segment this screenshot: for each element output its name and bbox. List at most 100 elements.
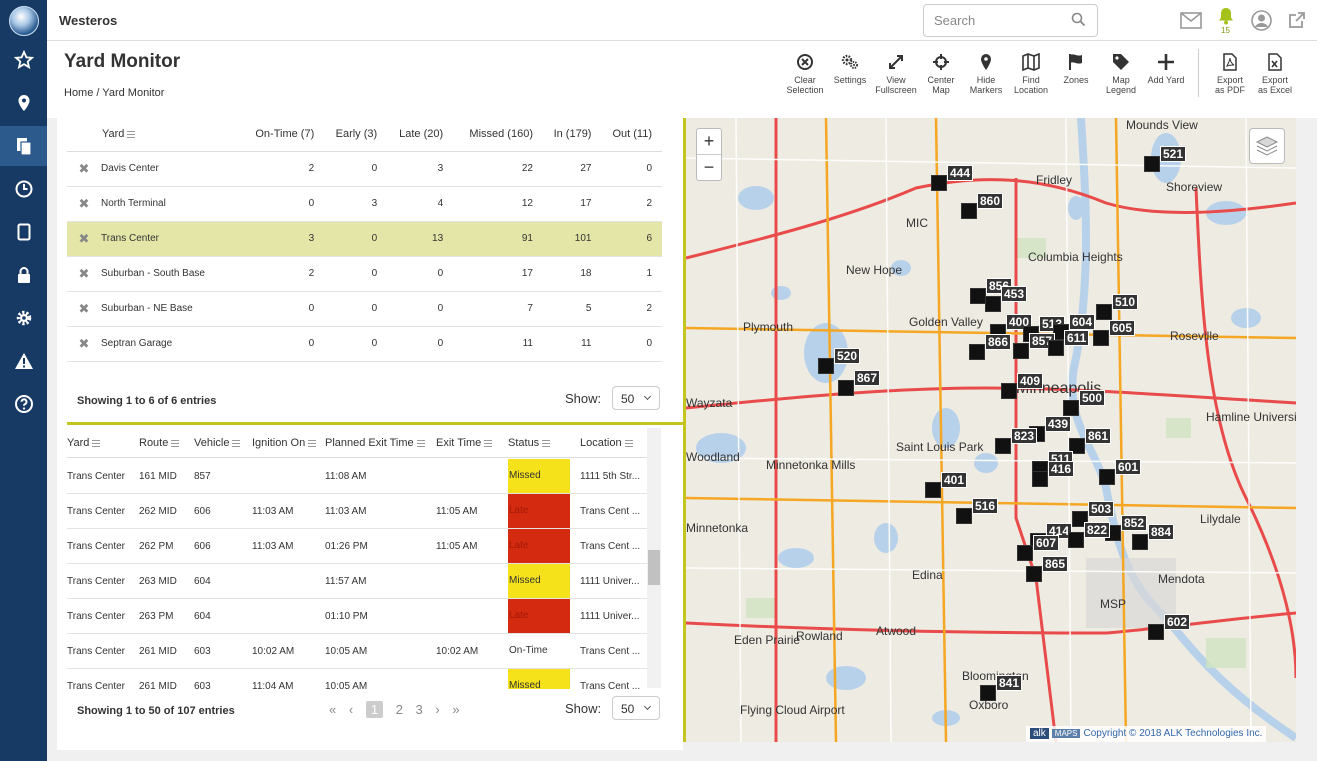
page-2[interactable]: 2 — [395, 702, 403, 717]
remove-icon[interactable]: ✖ — [67, 186, 101, 222]
map-legend-button[interactable]: Map Legend — [1098, 53, 1144, 95]
vehicle-marker-label[interactable]: 823 — [1011, 428, 1038, 444]
vehicle-marker-label[interactable]: 602 — [1164, 614, 1191, 630]
last-page-icon[interactable]: » — [452, 702, 460, 717]
vehicle-marker-label[interactable]: 516 — [972, 498, 999, 514]
vehicle-marker[interactable] — [969, 344, 985, 360]
vehicle-marker-label[interactable]: 607 — [1033, 535, 1060, 551]
yard-row[interactable]: ✖ Suburban - NE Base 0 0 0 7 5 2 — [67, 291, 662, 327]
vehicle-marker[interactable] — [1013, 343, 1029, 359]
yard-row[interactable]: ✖ Trans Center 3 0 13 91 101 6 — [67, 221, 662, 257]
tablet-icon[interactable] — [0, 212, 47, 252]
vehicle-marker-label[interactable]: 822 — [1084, 522, 1111, 538]
next-page-icon[interactable]: › — [435, 702, 440, 717]
vehicle-marker-label[interactable]: 510 — [1112, 294, 1139, 310]
column-header-missed[interactable]: Missed (160) — [453, 118, 543, 152]
vehicle-marker-label[interactable]: 503 — [1088, 501, 1115, 517]
vehicle-marker-label[interactable]: 453 — [1001, 286, 1028, 302]
scrollbar-thumb[interactable] — [648, 550, 660, 585]
column-header-exit-time[interactable]: Exit Time — [436, 437, 493, 449]
prev-page-icon[interactable]: ‹ — [348, 702, 354, 717]
sort-icon[interactable] — [232, 439, 241, 447]
column-header-status[interactable]: Status — [508, 437, 551, 449]
location-pin-icon[interactable] — [0, 83, 47, 123]
column-header-planned-exit[interactable]: Planned Exit Time — [325, 437, 425, 449]
vehicle-marker-label[interactable]: 611 — [1064, 330, 1090, 346]
column-header-out[interactable]: Out (11) — [601, 118, 662, 152]
vehicle-marker[interactable] — [838, 380, 854, 396]
table-row[interactable]: Trans Center 262 MID 606 11:03 AM 11:03 AM 11… — [67, 494, 647, 529]
export-excel-button[interactable]: Export as Excel — [1252, 53, 1298, 95]
column-header-yard[interactable]: Yard — [67, 437, 101, 449]
vehicle-marker[interactable] — [818, 358, 834, 374]
mail-icon[interactable] — [1180, 12, 1202, 29]
remove-icon[interactable]: ✖ — [67, 256, 101, 292]
table-divider[interactable] — [67, 422, 683, 425]
vehicle-marker-label[interactable]: 861 — [1085, 428, 1112, 444]
favorites-icon[interactable] — [0, 40, 47, 80]
bell-icon[interactable] — [1216, 6, 1236, 26]
vehicle-marker[interactable] — [980, 685, 996, 701]
yard-row[interactable]: ✖ North Terminal 0 3 4 12 17 2 — [67, 186, 662, 222]
remove-icon[interactable]: ✖ — [67, 291, 101, 327]
vehicle-marker-label[interactable]: 852 — [1121, 515, 1148, 531]
export-pdf-button[interactable]: Export as PDF — [1207, 53, 1253, 95]
column-header-route[interactable]: Route — [139, 437, 180, 449]
lock-icon[interactable] — [0, 255, 47, 295]
vehicle-marker-label[interactable]: 521 — [1160, 146, 1187, 162]
route-page-size-select[interactable]: 50 — [612, 696, 660, 720]
vehicle-marker-label[interactable]: 439 — [1045, 416, 1072, 432]
vehicle-marker[interactable] — [1032, 471, 1048, 487]
center-map-button[interactable]: Center Map — [918, 53, 964, 95]
vehicle-marker[interactable] — [970, 288, 986, 304]
clock-icon[interactable] — [0, 169, 47, 209]
sort-icon[interactable] — [624, 439, 633, 447]
map-splitter[interactable] — [683, 118, 686, 742]
table-row[interactable]: Trans Center 263 MID 604 11:57 AM 1111 Unive… — [67, 564, 647, 599]
hide-markers-button[interactable]: Hide Markers — [963, 53, 1009, 95]
vehicle-marker[interactable] — [1001, 383, 1017, 399]
vehicle-marker-label[interactable]: 860 — [977, 193, 1004, 209]
sort-icon[interactable] — [308, 439, 317, 447]
vehicle-marker[interactable] — [1093, 330, 1109, 346]
column-header-ontime[interactable]: On-Time (7) — [240, 118, 325, 152]
table-row[interactable]: Trans Center 262 PM 606 11:03 AM 01:26 PM 11:… — [67, 529, 647, 564]
vehicle-marker-label[interactable]: 605 — [1109, 320, 1136, 336]
settings-button[interactable]: Settings — [827, 53, 873, 85]
sort-icon[interactable] — [416, 439, 425, 447]
vehicle-marker-label[interactable]: 866 — [985, 334, 1012, 350]
remove-icon[interactable]: ✖ — [67, 326, 101, 362]
help-icon[interactable] — [0, 384, 47, 424]
vehicle-marker[interactable] — [985, 296, 1001, 312]
first-page-icon[interactable]: « — [329, 702, 337, 717]
vehicle-marker[interactable] — [1017, 545, 1033, 561]
add-yard-button[interactable]: Add Yard — [1143, 53, 1189, 85]
sort-icon[interactable] — [92, 439, 101, 447]
breadcrumb[interactable]: Home / Yard Monitor — [64, 87, 165, 99]
vehicle-marker[interactable] — [956, 508, 972, 524]
map[interactable]: Mounds View Fridley Shoreview MIC Columbia H… — [686, 118, 1296, 742]
vehicle-marker[interactable] — [1063, 400, 1079, 416]
layers-button[interactable] — [1249, 128, 1285, 164]
vehicle-marker-label[interactable]: 500 — [1079, 390, 1106, 406]
zones-button[interactable]: Zones — [1053, 53, 1099, 85]
vehicle-marker[interactable] — [1068, 532, 1084, 548]
vehicle-marker-label[interactable]: 604 — [1069, 314, 1096, 330]
vehicle-marker-label[interactable]: 444 — [947, 165, 974, 181]
column-header-early[interactable]: Early (3) — [324, 118, 388, 152]
page-1[interactable]: 1 — [365, 701, 384, 718]
yard-row[interactable]: ✖ Davis Center 2 0 3 22 27 0 — [67, 151, 662, 187]
zoom-in-button[interactable]: + — [697, 129, 721, 155]
search-input[interactable] — [923, 4, 1098, 37]
remove-icon[interactable]: ✖ — [67, 221, 101, 257]
gear-icon[interactable] — [0, 298, 47, 338]
clear-selection-button[interactable]: Clear Selection — [782, 53, 828, 95]
vehicle-marker-label[interactable]: 865 — [1042, 556, 1069, 572]
find-location-button[interactable]: Find Location — [1008, 53, 1054, 95]
app-logo[interactable] — [9, 6, 39, 36]
vehicle-marker-label[interactable]: 409 — [1017, 373, 1044, 389]
vehicle-marker-label[interactable]: 841 — [996, 675, 1023, 691]
yard-row[interactable]: ✖ Septran Garage 0 0 0 11 11 0 — [67, 326, 662, 362]
vehicle-marker-label[interactable]: 416 — [1048, 461, 1075, 477]
vehicle-marker[interactable] — [931, 175, 947, 191]
